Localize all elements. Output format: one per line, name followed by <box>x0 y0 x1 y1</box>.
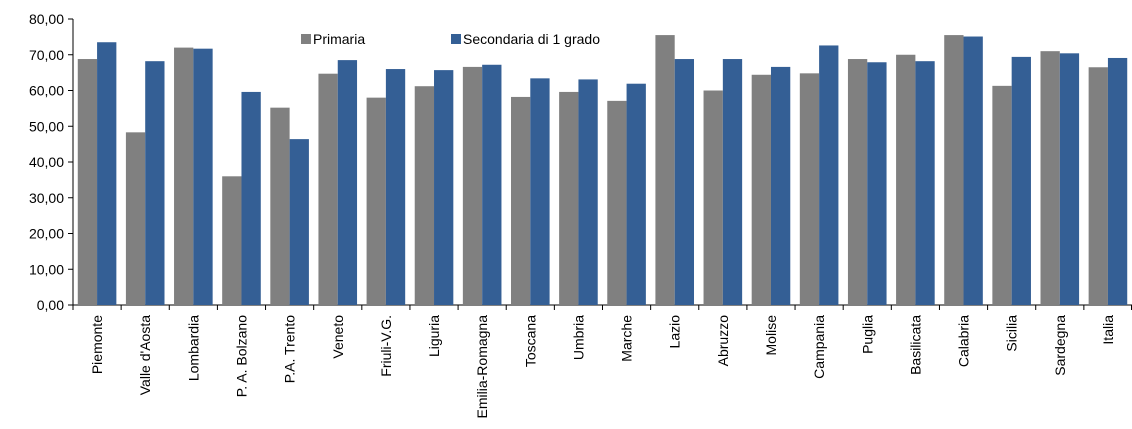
x-tick-label: Friuli-V.G. <box>378 315 394 377</box>
bar-primaria <box>559 91 579 306</box>
bar-primaria <box>799 73 820 305</box>
bar-secondaria <box>385 69 406 305</box>
y-axis: 0,00 10,00 20,00 30,00 40,00 50,00 60,00 70,00 8… <box>29 11 74 313</box>
y-tick-label: 0,00 <box>37 297 64 313</box>
bar-secondaria <box>530 78 550 305</box>
y-tick-label: 10,00 <box>29 261 64 277</box>
x-axis: Piemonte Valle d'Aosta Lombardia P. A. Bolz… <box>72 304 1132 419</box>
bar-secondaria <box>867 62 887 305</box>
bar-secondaria <box>1107 57 1128 305</box>
bar-secondaria <box>337 60 358 305</box>
bar-primaria <box>510 96 531 305</box>
bar-secondaria <box>289 139 309 305</box>
bar-primaria <box>607 100 627 306</box>
bar-secondaria <box>1011 56 1031 305</box>
bar-primaria <box>1088 67 1108 305</box>
bars <box>77 35 1128 306</box>
x-tick-label: Lombardia <box>185 315 201 381</box>
bar-primaria <box>896 54 916 305</box>
legend: Primaria Secondaria di 1 grado <box>301 31 600 47</box>
x-tick-label: Veneto <box>330 315 346 359</box>
bar-secondaria <box>915 61 935 306</box>
legend-swatch <box>451 34 461 44</box>
bar-primaria <box>366 97 386 306</box>
legend-swatch <box>301 34 311 44</box>
bar-primaria <box>751 74 771 306</box>
y-tick-label: 60,00 <box>29 83 64 99</box>
y-tick-label: 40,00 <box>29 154 64 170</box>
x-tick-label: Puglia <box>859 315 875 354</box>
legend-label: Primaria <box>313 31 365 47</box>
bar-primaria <box>318 73 338 305</box>
x-tick-label: Liguria <box>426 315 442 357</box>
x-tick-label: Piemonte <box>89 315 105 374</box>
bar-primaria <box>655 35 675 306</box>
bar-primaria <box>847 59 868 305</box>
bar-secondaria <box>145 61 165 306</box>
x-tick-label: Valle d'Aosta <box>137 315 153 395</box>
legend-label: Secondaria di 1 grado <box>463 31 600 47</box>
x-tick-label: Italia <box>1100 315 1116 345</box>
x-tick-label: P.A. Trento <box>282 315 298 383</box>
x-tick-label: Sicilia <box>1004 315 1020 352</box>
bar-primaria <box>703 90 723 305</box>
bar-secondaria <box>434 70 454 305</box>
bar-primaria <box>414 86 435 306</box>
x-tick-label: Sardegna <box>1052 315 1068 376</box>
x-tick-label: P. A. Bolzano <box>233 315 249 397</box>
bar-primaria <box>462 66 483 305</box>
x-tick-label: Emilia-Romagna <box>474 315 490 419</box>
x-tick-label: Abruzzo <box>715 315 731 367</box>
bar-primaria <box>944 35 964 306</box>
bar-primaria <box>174 47 194 305</box>
bar-secondaria <box>722 59 743 305</box>
y-tick-label: 70,00 <box>29 47 64 63</box>
bar-secondaria <box>819 45 839 306</box>
x-tick-label: Toscana <box>522 315 538 367</box>
bar-secondaria <box>963 36 983 306</box>
y-tick-label: 20,00 <box>29 226 64 242</box>
x-tick-label: Umbria <box>570 315 586 360</box>
bar-primaria <box>77 59 98 305</box>
x-tick-label: Molise <box>763 315 779 356</box>
bar-primaria <box>992 85 1012 305</box>
bar-primaria <box>270 107 290 305</box>
x-tick-label: Basilicata <box>907 315 923 375</box>
bar-secondaria <box>674 59 695 305</box>
bar-secondaria <box>482 64 502 305</box>
y-tick-label: 30,00 <box>29 190 64 206</box>
bar-secondaria <box>1059 53 1080 305</box>
x-tick-label: Calabria <box>956 315 972 367</box>
x-tick-label: Marche <box>619 315 635 362</box>
bar-primaria <box>125 132 146 305</box>
bar-secondaria <box>97 42 117 306</box>
bar-secondaria <box>626 83 646 306</box>
x-tick-label: Lazio <box>667 315 683 349</box>
bar-primaria <box>1040 51 1060 305</box>
bar-primaria <box>222 176 242 305</box>
bar-secondaria <box>770 66 791 305</box>
x-tick-label: Campania <box>811 315 827 379</box>
bar-secondaria <box>241 91 261 306</box>
y-tick-label: 80,00 <box>29 11 64 27</box>
y-tick-label: 50,00 <box>29 118 64 134</box>
bar-secondaria <box>578 79 598 305</box>
bar-secondaria <box>193 48 213 306</box>
